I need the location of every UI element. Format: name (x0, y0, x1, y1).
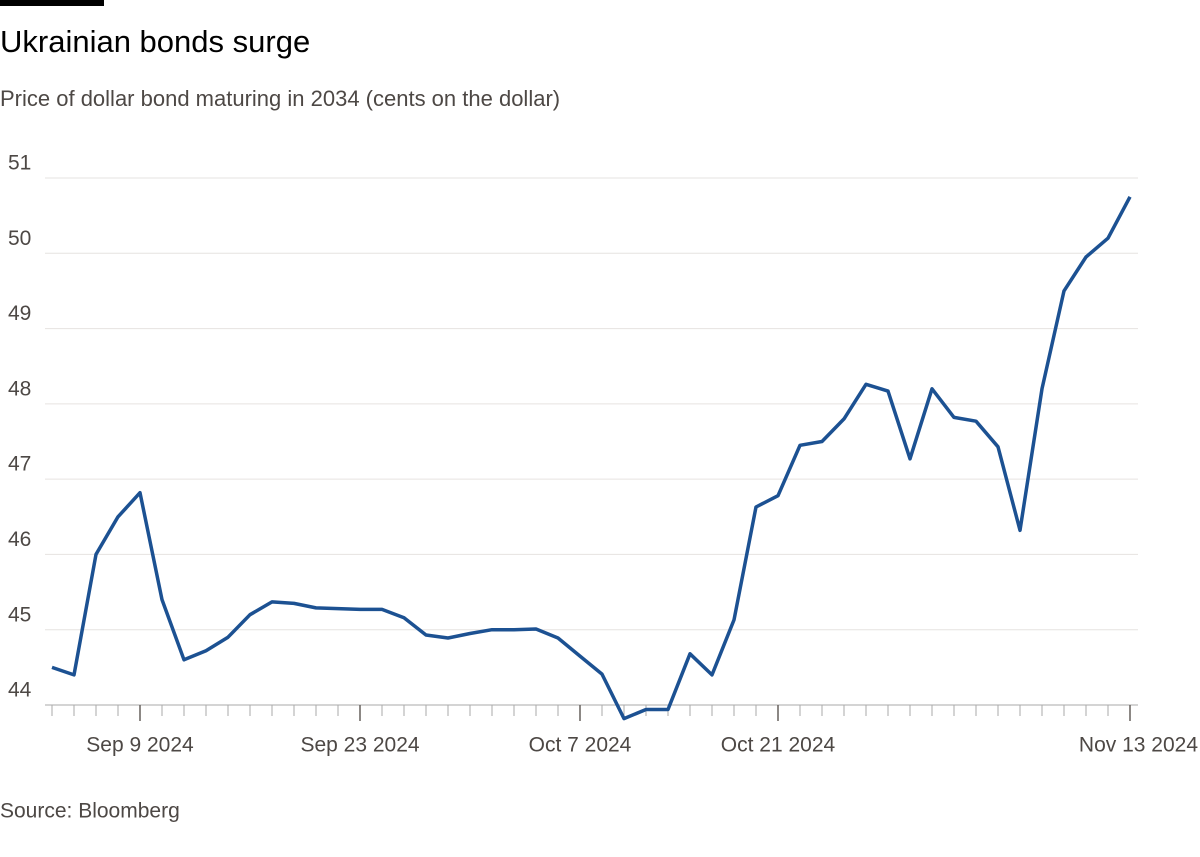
y-tick-label: 48 (8, 377, 31, 400)
y-tick-label: 45 (8, 603, 31, 626)
y-tick-label: 49 (8, 302, 31, 325)
x-tick-label: Oct 7 2024 (529, 734, 632, 757)
y-tick-label: 44 (8, 679, 32, 702)
x-tick-label: Nov 13 2024 (1079, 734, 1198, 757)
x-tick-label: Sep 23 2024 (300, 734, 419, 757)
y-tick-label: 50 (8, 227, 31, 250)
chart-subtitle: Price of dollar bond maturing in 2034 (c… (0, 86, 560, 111)
x-tick-label: Oct 21 2024 (721, 734, 836, 757)
chart-title: Ukrainian bonds surge (0, 24, 310, 59)
y-tick-label: 46 (8, 528, 31, 551)
y-tick-label: 51 (8, 152, 31, 175)
y-tick-label: 47 (8, 453, 31, 476)
price-line (51, 195, 1132, 721)
source: Source: Bloomberg (0, 800, 180, 823)
brand-bar (0, 0, 104, 6)
x-tick-label: Sep 9 2024 (86, 734, 194, 757)
